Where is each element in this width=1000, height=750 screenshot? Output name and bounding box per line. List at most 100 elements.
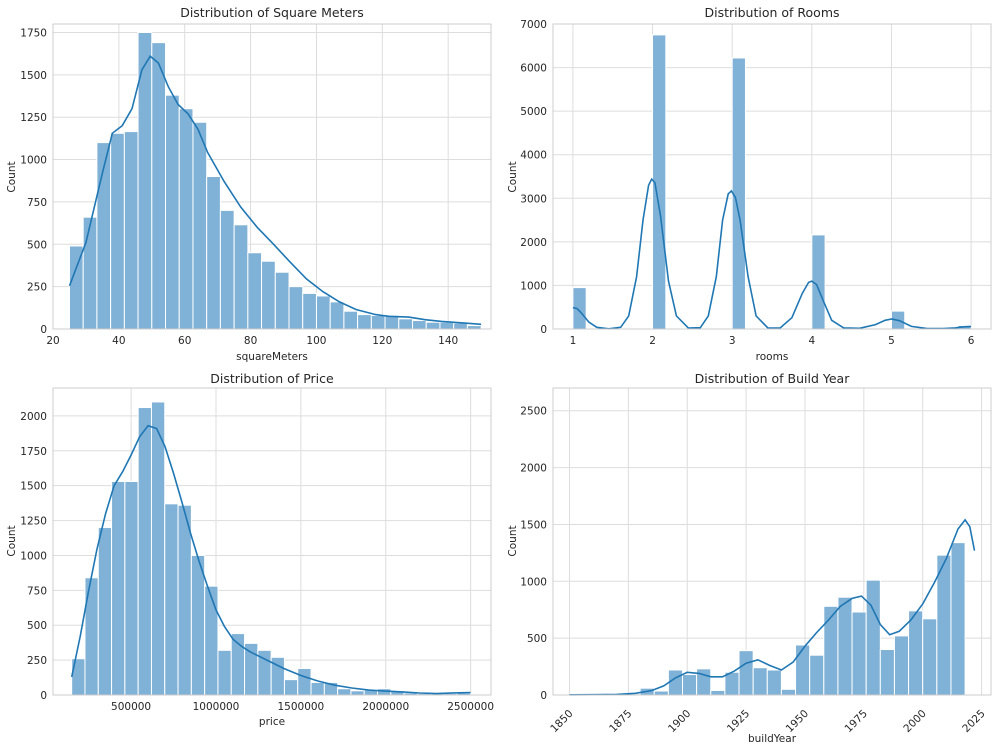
histogram-bar <box>288 286 304 330</box>
histogram-bar <box>667 669 684 696</box>
x-tick-label: 2025 <box>960 708 987 735</box>
histogram-bar <box>337 688 352 696</box>
y-axis-label: Count <box>6 161 18 192</box>
x-tick-label: 1500000 <box>277 701 324 713</box>
histogram-bar <box>908 610 924 696</box>
histogram-bar <box>766 669 782 696</box>
histogram-bar <box>780 688 797 696</box>
histogram-bar <box>809 654 825 696</box>
x-tick-label: 1850 <box>548 708 575 735</box>
y-tick-label: 1750 <box>20 27 47 39</box>
histogram-bar <box>950 542 966 696</box>
y-tick-label: 1000 <box>520 280 547 292</box>
histogram-bar <box>682 674 698 696</box>
histogram-bar <box>329 301 345 330</box>
chart-title: Distribution of Build Year <box>695 371 851 386</box>
kde-curve <box>569 518 976 696</box>
y-tick-label: 1000 <box>520 576 547 588</box>
histogram-bar <box>177 504 192 696</box>
x-axis-label: buildYear <box>748 733 797 745</box>
y-tick-label: 2000 <box>20 411 47 423</box>
y-tick-label: 750 <box>27 197 47 209</box>
chart-title: Distribution of Square Meters <box>180 5 364 20</box>
x-tick-label: 2000 <box>901 708 928 735</box>
histogram-bar <box>97 527 113 696</box>
y-tick-label: 1750 <box>20 446 47 458</box>
x-tick-label: 4 <box>808 335 815 347</box>
histogram-bar <box>710 689 726 696</box>
histogram-bar <box>370 314 386 330</box>
kde-curve <box>572 177 972 330</box>
x-axis-label: rooms <box>756 351 789 363</box>
x-tick-label: 1 <box>570 335 577 347</box>
x-tick-label: 1875 <box>607 708 634 735</box>
histogram-bar <box>752 667 768 696</box>
plot-frame <box>552 23 992 330</box>
x-tick-label: 1900 <box>666 708 693 735</box>
histogram-bar <box>893 635 910 696</box>
chart-title: Distribution of Rooms <box>704 5 839 20</box>
y-tick-label: 500 <box>27 239 47 251</box>
histogram-bar <box>219 209 235 330</box>
histogram-bar <box>315 295 331 330</box>
kde-curve <box>68 54 482 326</box>
kde-curve <box>70 424 471 695</box>
histogram-bar <box>851 611 867 696</box>
histogram-bar <box>110 132 125 330</box>
histogram-bar <box>247 252 263 330</box>
y-tick-label: 1500 <box>520 519 547 531</box>
x-tick-label: 1950 <box>784 708 811 735</box>
x-tick-label: 140 <box>438 335 458 347</box>
x-axis-label: squareMeters <box>236 351 308 363</box>
x-tick-label: 80 <box>244 335 257 347</box>
x-axis-label: price <box>259 716 285 728</box>
y-tick-label: 6000 <box>520 63 547 75</box>
histogram-bar <box>795 644 811 696</box>
plot-frame <box>52 387 492 696</box>
y-tick-label: 2000 <box>520 237 547 249</box>
x-tick-label: 3 <box>729 335 736 347</box>
histogram-bar <box>297 667 312 696</box>
y-tick-label: 250 <box>27 282 47 294</box>
histogram-bar <box>936 554 952 696</box>
y-tick-label: 1000 <box>20 550 47 562</box>
x-tick-label: 6 <box>968 335 975 347</box>
y-tick-label: 7000 <box>520 19 547 31</box>
histogram-bar <box>111 480 126 696</box>
x-tick-label: 100 <box>306 335 326 347</box>
histogram-bar <box>350 690 365 696</box>
y-tick-label: 1500 <box>20 70 47 82</box>
x-tick-label: 2500000 <box>447 701 494 713</box>
histogram-bar <box>151 42 167 330</box>
histogram-bar <box>425 321 441 330</box>
histogram-bar <box>178 108 194 330</box>
histogram-bar <box>653 690 669 696</box>
y-tick-label: 0 <box>540 324 547 336</box>
x-tick-label: 1975 <box>843 708 870 735</box>
histogram-bar <box>357 314 372 330</box>
y-tick-label: 1000 <box>20 155 47 167</box>
histogram-bar <box>244 642 259 696</box>
y-tick-label: 4000 <box>520 150 547 162</box>
y-tick-label: 0 <box>40 324 47 336</box>
histogram-bar <box>724 671 740 696</box>
histogram-bar <box>190 554 206 696</box>
x-tick-label: 2 <box>649 335 656 347</box>
y-tick-label: 2500 <box>520 406 547 418</box>
y-tick-label: 2000 <box>520 463 547 475</box>
plot-frame <box>552 387 992 696</box>
x-tick-label: 120 <box>372 335 392 347</box>
histogram-bar <box>466 325 482 330</box>
histogram-bar <box>192 121 208 330</box>
histogram-bar <box>274 271 290 330</box>
histogram-bar <box>123 131 139 330</box>
x-tick-label: 20 <box>46 335 59 347</box>
histogram-bar <box>283 679 299 696</box>
histogram-bar <box>217 649 232 696</box>
x-tick-label: 1000000 <box>193 701 240 713</box>
y-axis-label: Count <box>507 161 519 192</box>
panel-square-meters: 20 40 60 80 100 120 140 0 250 500 750 1000 1250 1500 1… <box>6 5 492 363</box>
histogram-bar <box>398 318 414 330</box>
histogram-bar <box>233 224 249 330</box>
